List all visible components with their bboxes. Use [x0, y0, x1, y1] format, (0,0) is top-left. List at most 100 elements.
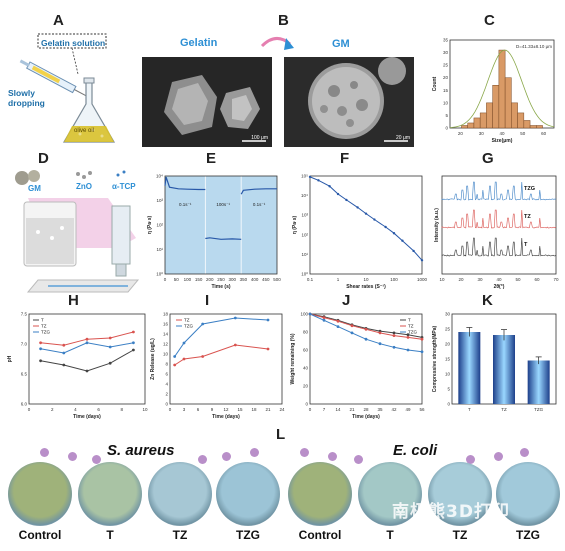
chart-e-ytick: 10⁴ — [156, 174, 163, 179]
chart-f-xtick: 1 — [337, 277, 340, 282]
chart-e-background — [165, 176, 277, 274]
chart-j-point — [365, 338, 368, 341]
chart-c-xtick: 20 — [458, 131, 464, 136]
chart-j-xtick: 7 — [323, 407, 326, 412]
chart-h-point — [39, 341, 42, 344]
panel-label-i: I — [205, 292, 209, 309]
chart-f-ytick: 10⁵ — [301, 174, 308, 179]
chart-h-point — [62, 344, 65, 347]
chart-i-legend-label: TZ — [184, 318, 190, 323]
chart-e-annotation: 0.1s⁻¹ — [253, 202, 266, 207]
chart-j-xtick: 21 — [349, 407, 355, 412]
sem-image-gm: 20 μm — [284, 57, 414, 147]
chart-k: T TZ TZG051015202530Compressive strength(M… — [430, 308, 562, 426]
chart-h-point — [109, 346, 112, 349]
chart-j-xtick: 0 — [309, 407, 312, 412]
chart-e-xtick: 350 — [240, 277, 248, 282]
chart-C-xlabel: Size(μm) — [492, 138, 513, 144]
chart-F-xlabel: Shear rates (S⁻¹) — [346, 284, 386, 290]
chart-h-legend-label: TZG — [41, 330, 50, 335]
chart-j-ytick: 20 — [303, 384, 309, 389]
chart-k-xtick: TZG — [534, 407, 543, 412]
chart-e-ytick: 10⁰ — [156, 272, 163, 277]
chart-e-annotation: 100s⁻¹ — [216, 202, 230, 207]
chart-f-xtick: 100 — [390, 277, 398, 282]
chart-e-xtick: 100 — [184, 277, 192, 282]
panel-label-j: J — [342, 292, 350, 309]
s-aureus-title: S. aureus — [107, 442, 175, 459]
olive-oil-text: olive oil — [74, 128, 94, 134]
chart-f-ytick: 10² — [301, 232, 308, 237]
chart-c-bar — [499, 50, 505, 128]
chart-h-ytick: 6.5 — [21, 372, 28, 377]
chart-h-ytick: 7.0 — [21, 342, 28, 347]
dish-label: Control — [282, 528, 358, 542]
chart-E-xlabel: Time (s) — [211, 284, 230, 290]
chart-j-point — [393, 346, 396, 349]
chart-f-ytick: 10⁴ — [301, 193, 308, 198]
zno-text: ZnO — [76, 182, 92, 191]
chart-j-ytick: 80 — [303, 330, 309, 335]
chart-i-ytick: 14 — [163, 332, 169, 337]
chart-J-xlabel: Time (days) — [352, 414, 380, 420]
chart-f-point — [337, 193, 339, 195]
chart-f-xtick: 0.1 — [307, 277, 314, 282]
chart-j-point — [407, 349, 410, 352]
chart-c-bar — [474, 118, 480, 128]
dish-label: T — [352, 528, 428, 542]
chart-j-point — [393, 332, 396, 335]
chart-k-ytick: 25 — [445, 327, 451, 332]
chart-i: TZTZG0 3 6 9 12 15 18 21 24024681012141618Time (… — [148, 308, 290, 426]
dish-label: TZG — [490, 528, 565, 542]
chart-i-legend-label: TZG — [184, 324, 193, 329]
chart-j-point — [393, 334, 396, 337]
chart-i-xtick: 0 — [169, 407, 172, 412]
petri-dish — [8, 462, 72, 526]
chart-i-ytick: 18 — [163, 312, 169, 317]
chart-h-xtick: 6 — [97, 407, 100, 412]
chart-i-xtick: 24 — [279, 407, 285, 412]
chart-K-ylabel: Compressive strength(MPa) — [432, 325, 438, 392]
chart-c-bar — [518, 113, 524, 128]
chart-f-point — [365, 212, 367, 214]
chart-j-ytick: 60 — [303, 348, 309, 353]
petri-dish — [78, 462, 142, 526]
chart-j-ytick: 100 — [300, 312, 308, 317]
chart-e-xtick: 400 — [251, 277, 259, 282]
chart-e-xtick: 300 — [228, 277, 236, 282]
dish-label: T — [72, 528, 148, 542]
chart-e-xtick: 50 — [174, 277, 180, 282]
chart-c: D=41.33±8.10 μm20 30 40 50 6005101520253035S… — [430, 32, 560, 152]
chart-E-ylabel: η (Pa·s) — [147, 216, 153, 235]
chart-g-series-label: T — [524, 242, 528, 248]
e-coli-title: E. coli — [393, 442, 437, 459]
chart-j: TTZTZG0 7 14 21 28 35 42 49 56020406080100Time (… — [288, 308, 430, 426]
panel-label-k: K — [482, 292, 493, 309]
chart-g-xtick: 60 — [534, 277, 540, 282]
scale-bar-right: 20 μm — [396, 135, 410, 141]
chart-I-ylabel: Zn Release (ug/L) — [150, 338, 156, 380]
chart-h-xtick: 2 — [51, 407, 54, 412]
chart-G-xlabel: 2θ(°) — [494, 284, 505, 290]
chart-i-point — [201, 323, 204, 326]
chart-g-xtick: 70 — [553, 277, 559, 282]
panel-label-b: B — [278, 12, 289, 29]
chart-i-xtick: 6 — [197, 407, 200, 412]
chart-j-point — [421, 350, 424, 353]
chart-f-point — [309, 176, 311, 178]
chart-i-point — [267, 348, 270, 351]
chart-j-point — [323, 319, 326, 322]
chart-f-point — [384, 226, 386, 228]
chart-i-xtick: 18 — [251, 407, 257, 412]
chart-j-legend-label: TZ — [408, 324, 414, 329]
chart-i-series-tz — [175, 345, 268, 365]
chart-i-point — [234, 317, 237, 320]
chart-j-xtick: 14 — [335, 407, 341, 412]
panel-label-c: C — [484, 12, 495, 29]
chart-c-bar — [505, 78, 511, 128]
chart-c-bar — [493, 85, 499, 128]
chart-h-ytick: 6.0 — [21, 402, 28, 407]
chart-h-point — [86, 338, 89, 341]
decor-dot — [198, 455, 207, 464]
chart-c-ytick: 15 — [443, 88, 449, 93]
